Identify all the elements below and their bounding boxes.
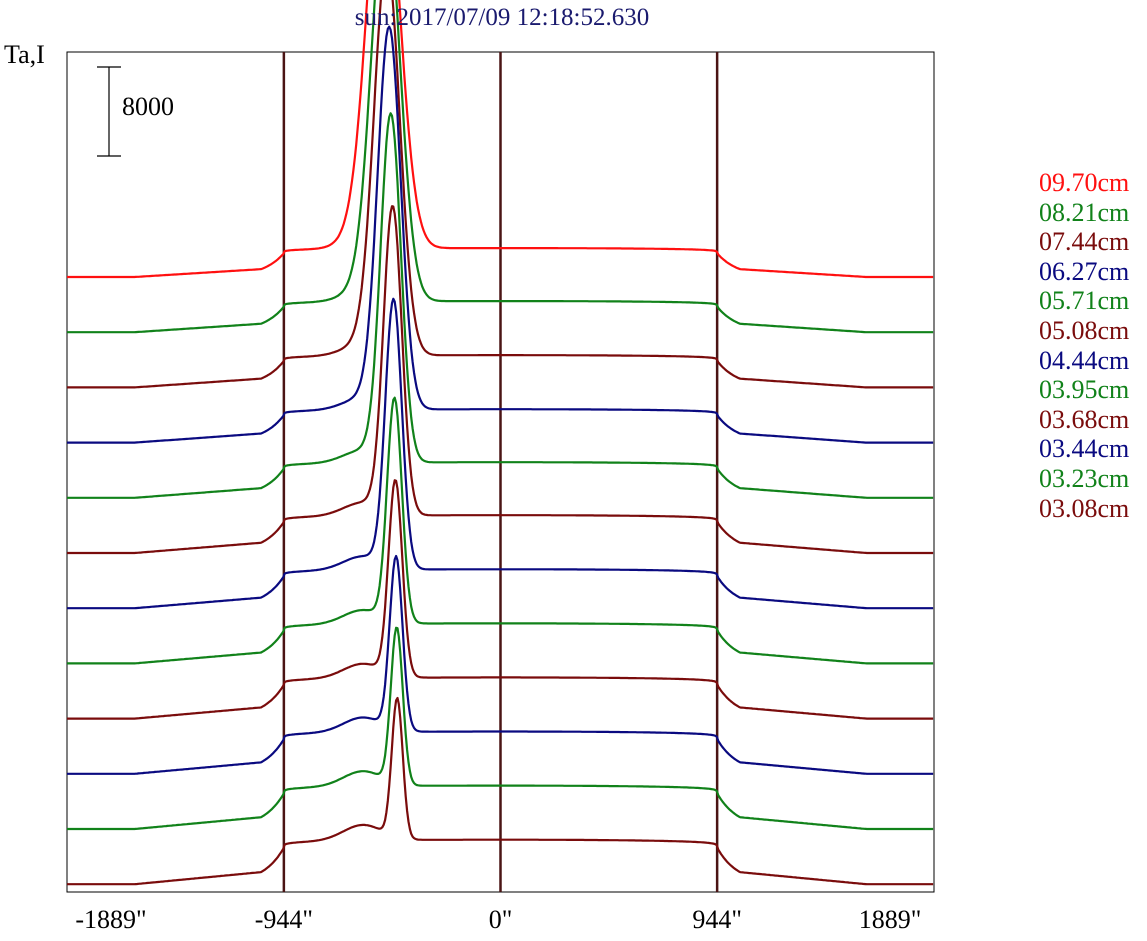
x-tick-label: -1889" <box>75 905 147 934</box>
legend-item: 03.08cm <box>1039 493 1130 523</box>
x-tick-label: 0" <box>488 905 513 934</box>
series-line-08.21cm <box>67 0 934 334</box>
series-line-07.44cm <box>67 0 934 389</box>
series-line-04.44cm <box>67 297 934 610</box>
legend-item: 03.68cm <box>1039 404 1130 434</box>
legend-item: 03.23cm <box>1039 463 1130 493</box>
legend-item: 08.21cm <box>1039 197 1130 227</box>
series-line-05.08cm <box>67 205 934 555</box>
series-line-03.95cm <box>67 396 934 665</box>
legend-item: 05.71cm <box>1039 286 1130 316</box>
legend-item: 03.44cm <box>1039 434 1130 464</box>
legend-item: 07.44cm <box>1039 227 1130 257</box>
series-line-09.70cm <box>67 0 934 279</box>
scale-bar <box>97 66 121 157</box>
y-axis-label: Ta,I <box>4 40 45 69</box>
x-tick-label: 1889" <box>858 905 922 934</box>
chart-title: sun:2017/07/09 12:18:52.630 <box>354 4 650 31</box>
legend-item: 04.44cm <box>1039 345 1130 375</box>
legend: 09.70cm 08.21cm 07.44cm 06.27cm 05.71cm 05.08… <box>1039 168 1129 523</box>
legend-item: 06.27cm <box>1039 256 1130 286</box>
series-line-03.08cm <box>67 696 934 886</box>
scale-bar-label: 8000 <box>122 92 174 121</box>
series-line-03.44cm <box>67 554 934 775</box>
series-line-03.68cm <box>67 479 934 720</box>
series-line-05.71cm <box>67 112 934 499</box>
series-line-03.23cm <box>67 626 934 831</box>
x-tick-label: -944" <box>254 905 313 934</box>
legend-item: 05.08cm <box>1039 315 1130 345</box>
series-line-06.27cm <box>67 25 934 444</box>
x-tick-label: 944" <box>692 905 742 934</box>
legend-item: 09.70cm <box>1039 168 1130 197</box>
legend-item: 03.95cm <box>1039 375 1130 405</box>
